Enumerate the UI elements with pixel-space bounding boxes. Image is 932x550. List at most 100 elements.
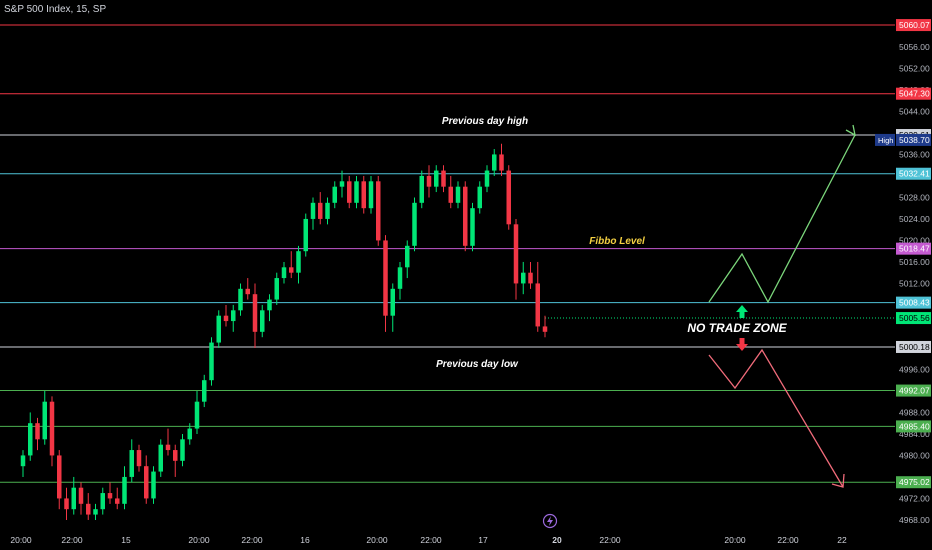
x-tick-label: 22:00 [61, 535, 83, 545]
candle-body [194, 401, 200, 429]
candle-body [477, 186, 482, 209]
candle-body [107, 493, 113, 499]
candle-body [260, 310, 265, 332]
candle-body [542, 326, 548, 332]
lightning-bolt [547, 516, 553, 526]
no-trade-zone-label: NO TRADE ZONE [687, 321, 787, 335]
level-label: 5032.41 [899, 169, 930, 179]
candle-body [165, 444, 171, 451]
y-tick-label: 5028.00 [899, 192, 930, 202]
level-label-bg [896, 242, 931, 255]
candle-body [173, 450, 178, 461]
candle-body [521, 272, 526, 284]
candle-body [513, 224, 519, 284]
candle-body [129, 450, 134, 477]
candle-body [274, 278, 279, 300]
y-tick-label: 4988.00 [899, 407, 930, 417]
candle-body [86, 503, 91, 515]
candle-body [470, 208, 475, 246]
candle-body [361, 181, 366, 209]
candle-body [325, 202, 330, 219]
marker-label: 5038.70 [899, 135, 930, 145]
up-arrow-icon [736, 305, 748, 318]
candle-body [231, 310, 236, 322]
candle-body [144, 466, 149, 499]
candle-body [535, 283, 540, 327]
candle-body [93, 509, 98, 515]
candle-body [506, 170, 511, 225]
candle-body [318, 202, 323, 219]
level-label-bg [896, 167, 931, 180]
level-label: 4985.40 [899, 421, 930, 431]
candle-body [64, 498, 69, 510]
candle-body [136, 450, 142, 467]
level-label-bg [896, 296, 931, 309]
x-tick-label: 20:00 [366, 535, 388, 545]
candle-body [419, 175, 424, 203]
candle-body [49, 401, 55, 456]
candle-body [484, 170, 490, 187]
candle-body [223, 315, 229, 322]
levels-layer [0, 24, 895, 483]
candle-body [390, 288, 395, 316]
candle-body [289, 267, 294, 273]
candle-body [151, 471, 156, 499]
prev-day-low-label: Previous day low [436, 359, 519, 370]
x-tick-label: 22 [837, 535, 847, 545]
candle-body [426, 175, 432, 187]
candle-body [245, 288, 250, 295]
y-tick-label: 5012.00 [899, 278, 930, 288]
x-tick-label: 22:00 [777, 535, 799, 545]
candle-body [42, 401, 47, 440]
candle-body [187, 428, 192, 440]
level-label-bg [896, 340, 931, 353]
candle-body [100, 493, 105, 510]
candle-body [499, 154, 504, 171]
candle-body [296, 251, 301, 273]
level-label: 5000.18 [899, 342, 930, 352]
marker-label: 5005.56 [899, 313, 930, 323]
lightning-icon [542, 513, 558, 529]
candle-body [78, 487, 84, 504]
price-axis-bg [895, 0, 932, 550]
y-tick-label: 5056.00 [899, 42, 930, 52]
y-tick-label: 4980.00 [899, 450, 930, 460]
down-arrow-icon [736, 338, 748, 351]
candle-body [310, 202, 316, 219]
candle-body [158, 444, 163, 472]
candle-body [28, 423, 33, 456]
x-tick-label: 22:00 [599, 535, 621, 545]
candle-body [122, 476, 127, 504]
level-label-bg [896, 19, 931, 32]
level-label: 5018.47 [899, 244, 930, 254]
x-tick-label: 17 [478, 535, 488, 545]
candle-body [528, 272, 533, 284]
candle-body [397, 267, 403, 289]
y-tick-label: 4996.00 [899, 364, 930, 374]
y-tick-label: 5044.00 [899, 106, 930, 116]
candle-body [35, 423, 40, 440]
x-tick-label: 20:00 [10, 535, 32, 545]
y-tick-label: 4968.00 [899, 515, 930, 525]
candle-body [115, 498, 120, 504]
level-label: 5008.43 [899, 298, 930, 308]
y-tick-label: 5036.00 [899, 149, 930, 159]
candle-body [209, 342, 214, 381]
level-label-bg [896, 420, 931, 433]
drawings-layer: Previous day high Fibbo Level Previous day… [436, 116, 856, 488]
y-tick-label: 4972.00 [899, 493, 930, 503]
candle-body [216, 315, 221, 343]
x-tick-label: 16 [300, 535, 310, 545]
candle-body [281, 267, 287, 279]
candle-body [354, 181, 359, 203]
candle-body [455, 186, 461, 203]
fibbo-level-label: Fibbo Level [589, 236, 645, 247]
marker-tag-bg [875, 133, 895, 146]
candle-body [267, 299, 272, 311]
level-label: 4992.07 [899, 386, 930, 396]
level-label-bg [896, 87, 931, 100]
candle-body [238, 288, 243, 311]
candle-body [441, 170, 446, 187]
y-tick-label: 5020.00 [899, 235, 930, 245]
